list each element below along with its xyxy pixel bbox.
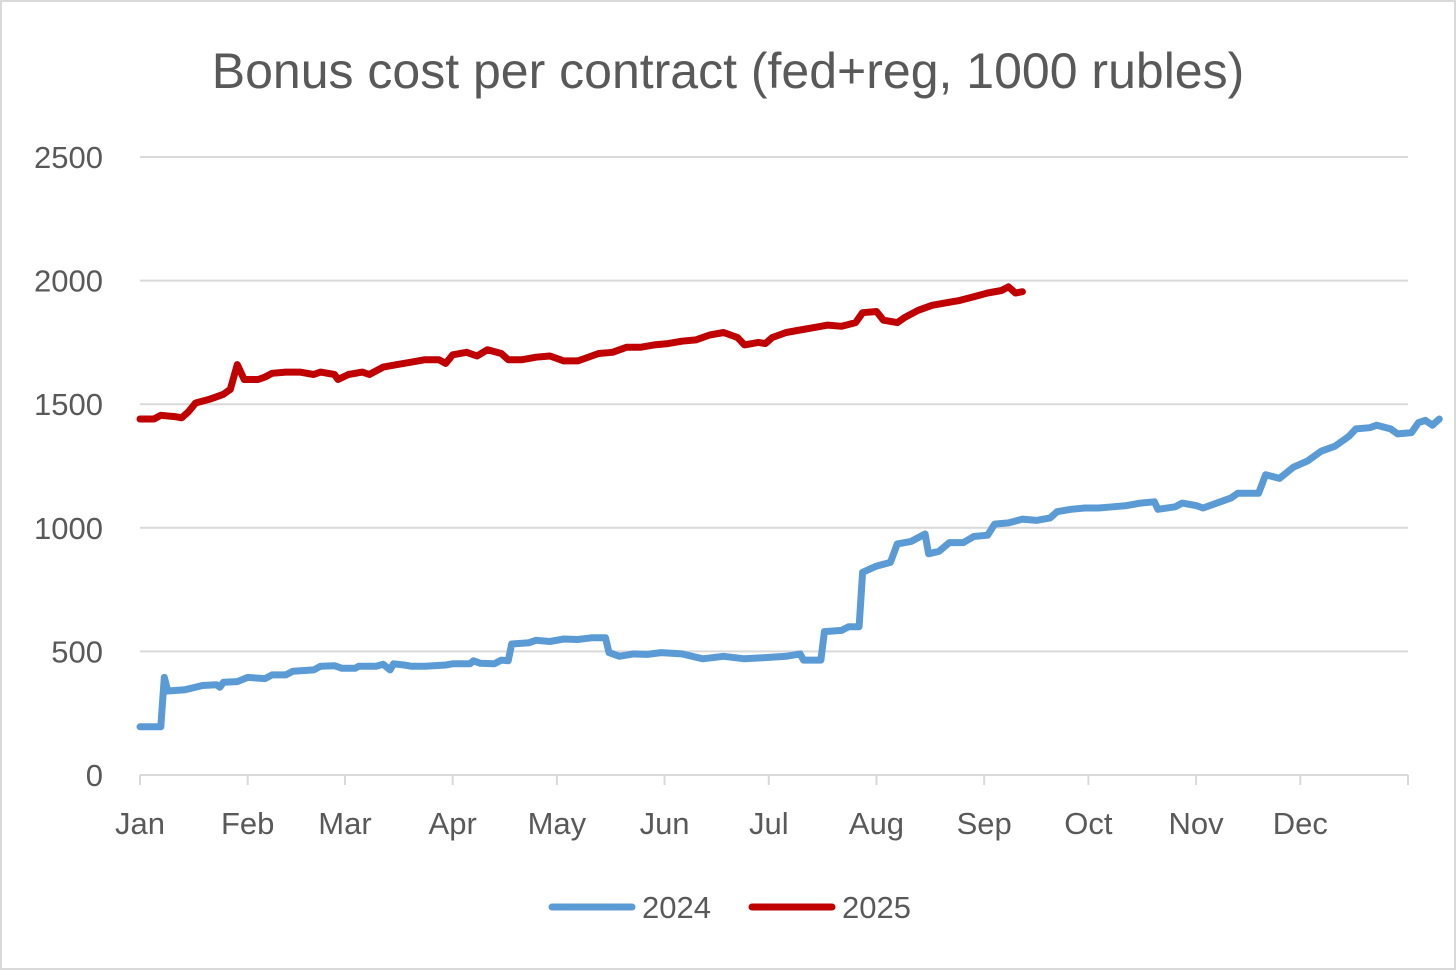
y-tick-label: 1500 (34, 387, 103, 422)
y-tick-label: 500 (51, 634, 103, 669)
x-tick-label: Aug (849, 806, 904, 841)
legend-label-2024: 2024 (642, 890, 711, 925)
y-tick-label: 0 (86, 758, 103, 793)
x-tick-label: Jan (115, 806, 165, 841)
chart-title: Bonus cost per contract (fed+reg, 1000 r… (212, 43, 1245, 99)
x-tick-label: Apr (429, 806, 477, 841)
x-tick-label: Oct (1064, 806, 1113, 841)
y-tick-label: 1000 (34, 511, 103, 546)
x-tick-label: Dec (1273, 806, 1328, 841)
y-tick-label: 2000 (34, 264, 103, 299)
x-axis: Jan Feb Mar Apr May Jun Jul Aug Sep Oct Nov Dec (115, 774, 1409, 841)
grid-lines (140, 156, 1408, 653)
legend: 2024 2025 (548, 890, 911, 925)
legend-label-2025: 2025 (842, 890, 911, 925)
x-tick-label: Sep (957, 806, 1012, 841)
series-lines (136, 283, 1443, 731)
x-tick-label: Mar (318, 806, 371, 841)
x-tick-label: Nov (1169, 806, 1225, 841)
x-tick-label: Jul (749, 806, 789, 841)
x-tick-label: Feb (221, 806, 274, 841)
x-tick-label: Jun (640, 806, 690, 841)
y-axis-tick-labels: 0 500 1000 1500 2000 2500 (34, 140, 103, 793)
series-line-2025 (136, 283, 1026, 423)
y-tick-label: 2500 (34, 140, 103, 175)
series-line-2024 (136, 415, 1443, 731)
x-tick-label: May (528, 806, 587, 841)
